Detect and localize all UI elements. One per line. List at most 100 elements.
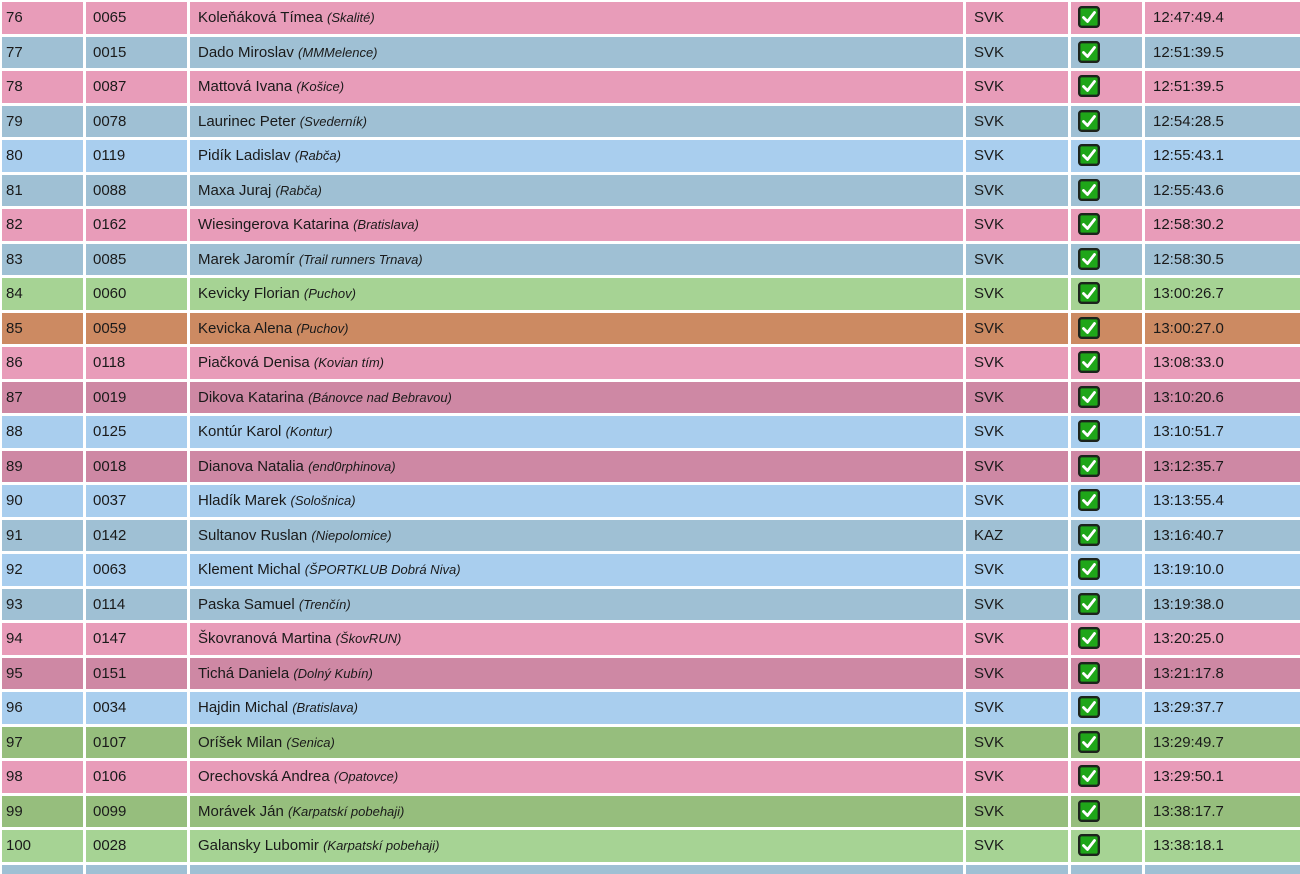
name-cell: Kontúr Karol (Kontur) [190, 416, 963, 448]
country-cell: SVK [966, 692, 1068, 724]
result-row[interactable]: 86 0118 Piačková Denisa (Kovian tím) SVK… [2, 347, 1300, 379]
club-label: (MMMelence) [298, 44, 378, 60]
checkbox-cell [1071, 450, 1142, 482]
name-cell: Maxa Juraj (Rabča) [190, 174, 963, 206]
checkbox-cell [1071, 174, 1142, 206]
club-label: (Senica) [286, 734, 335, 750]
checked-checkbox-icon[interactable] [1078, 592, 1101, 615]
position-cell: 87 [2, 381, 83, 413]
time-cell: 13:00:27.0 [1145, 312, 1300, 344]
runner-name: Hladík Marek [198, 492, 287, 510]
checked-checkbox-icon[interactable] [1078, 40, 1101, 63]
bib-cell: 0107 [86, 726, 187, 758]
time-cell: 13:13:55.4 [1145, 485, 1300, 517]
checkbox-cell [1071, 2, 1142, 34]
country-cell: SVK [966, 174, 1068, 206]
club-label: (Košice) [296, 79, 345, 95]
checkbox-cell [1071, 140, 1142, 172]
result-row[interactable]: 85 0059 Kevicka Alena (Puchov) SVK 13:00… [2, 312, 1300, 344]
checked-checkbox-icon[interactable] [1078, 696, 1101, 719]
checked-checkbox-icon[interactable] [1078, 661, 1101, 684]
result-row[interactable]: 93 0114 Paska Samuel (Trenčín) SVK 13:19… [2, 588, 1300, 620]
checked-checkbox-icon[interactable] [1078, 282, 1101, 305]
result-row[interactable]: 87 0019 Dikova Katarina (Bánovce nad Beb… [2, 381, 1300, 413]
checkbox-cell [1071, 623, 1142, 655]
name-cell: Laurinec Peter (Svederník) [190, 105, 963, 137]
checked-checkbox-icon[interactable] [1078, 109, 1101, 132]
result-row[interactable]: 92 0063 Klement Michal (ŠPORTKLUB Dobrá … [2, 554, 1300, 586]
runner-name: Piačková Denisa [198, 354, 310, 372]
checkbox-cell [1071, 36, 1142, 68]
time-cell: 12:58:30.2 [1145, 209, 1300, 241]
club-label: (Svederník) [299, 113, 367, 129]
position-cell: 95 [2, 657, 83, 689]
result-row[interactable]: 99 0099 Morávek Ján (Karpatskí pobehaji)… [2, 795, 1300, 827]
name-cell: Mattová Ivana (Košice) [190, 71, 963, 103]
result-row[interactable]: 100 0028 Galansky Lubomir (Karpatskí pob… [2, 830, 1300, 862]
checked-checkbox-icon[interactable] [1078, 489, 1101, 512]
result-row[interactable]: 84 0060 Kevicky Florian (Puchov) SVK 13:… [2, 278, 1300, 310]
checked-checkbox-icon[interactable] [1078, 351, 1101, 374]
result-row[interactable]: 88 0125 Kontúr Karol (Kontur) SVK 13:10:… [2, 416, 1300, 448]
result-row[interactable]: 81 0088 Maxa Juraj (Rabča) SVK 12:55:43.… [2, 174, 1300, 206]
checked-checkbox-icon[interactable] [1078, 6, 1101, 29]
result-row[interactable]: 94 0147 Škovranová Martina (ŠkovRUN) SVK… [2, 623, 1300, 655]
country-cell: SVK [966, 2, 1068, 34]
position-cell: 81 [2, 174, 83, 206]
checked-checkbox-icon[interactable] [1078, 420, 1101, 443]
country-cell: SVK [966, 140, 1068, 172]
bib-cell: 0078 [86, 105, 187, 137]
checked-checkbox-icon[interactable] [1078, 144, 1101, 167]
time-cell: 13:21:17.8 [1145, 657, 1300, 689]
time-cell: 13:29:50.1 [1145, 761, 1300, 793]
runner-name: Marek Jaromír [198, 250, 295, 268]
result-row[interactable]: 82 0162 Wiesingerova Katarina (Bratislav… [2, 209, 1300, 241]
result-row[interactable]: 78 0087 Mattová Ivana (Košice) SVK 12:51… [2, 71, 1300, 103]
checked-checkbox-icon[interactable] [1078, 247, 1101, 270]
club-label: (Bratislava) [292, 700, 358, 716]
time-cell: 12:51:39.5 [1145, 71, 1300, 103]
checked-checkbox-icon[interactable] [1078, 213, 1101, 236]
result-row[interactable] [2, 864, 1300, 874]
result-row[interactable]: 96 0034 Hajdin Michal (Bratislava) SVK 1… [2, 692, 1300, 724]
checked-checkbox-icon[interactable] [1078, 558, 1101, 581]
result-row[interactable]: 97 0107 Oríšek Milan (Senica) SVK 13:29:… [2, 726, 1300, 758]
result-row[interactable]: 77 0015 Dado Miroslav (MMMelence) SVK 12… [2, 36, 1300, 68]
checked-checkbox-icon[interactable] [1078, 523, 1101, 546]
checked-checkbox-icon[interactable] [1078, 454, 1101, 477]
checked-checkbox-icon[interactable] [1078, 316, 1101, 339]
checked-checkbox-icon[interactable] [1078, 765, 1101, 788]
country-cell: SVK [966, 554, 1068, 586]
checkbox-cell [1071, 554, 1142, 586]
runner-name: Oríšek Milan [198, 733, 283, 751]
runner-name: Dianova Natalia [198, 457, 304, 475]
checked-checkbox-icon[interactable] [1078, 385, 1101, 408]
result-row[interactable]: 95 0151 Tichá Daniela (Dolný Kubín) SVK … [2, 657, 1300, 689]
checked-checkbox-icon[interactable] [1078, 799, 1101, 822]
result-row[interactable]: 80 0119 Pidík Ladislav (Rabča) SVK 12:55… [2, 140, 1300, 172]
result-row[interactable]: 83 0085 Marek Jaromír (Trail runners Trn… [2, 243, 1300, 275]
country-cell: SVK [966, 209, 1068, 241]
time-cell: 13:10:51.7 [1145, 416, 1300, 448]
result-row[interactable]: 76 0065 Koleňáková Tímea (Skalité) SVK 1… [2, 2, 1300, 34]
checked-checkbox-icon[interactable] [1078, 730, 1101, 753]
time-cell [1145, 864, 1300, 874]
time-cell: 12:54:28.5 [1145, 105, 1300, 137]
checked-checkbox-icon[interactable] [1078, 627, 1101, 650]
name-cell: Oríšek Milan (Senica) [190, 726, 963, 758]
result-row[interactable]: 89 0018 Dianova Natalia (end0rphinova) S… [2, 450, 1300, 482]
runner-name: Kevicka Alena [198, 319, 293, 337]
checked-checkbox-icon[interactable] [1078, 75, 1101, 98]
bib-cell: 0063 [86, 554, 187, 586]
checked-checkbox-icon[interactable] [1078, 178, 1101, 201]
result-row[interactable]: 79 0078 Laurinec Peter (Svederník) SVK 1… [2, 105, 1300, 137]
club-label: (Puchov) [303, 286, 356, 302]
checkbox-cell [1071, 347, 1142, 379]
result-row[interactable]: 90 0037 Hladík Marek (Sološnica) SVK 13:… [2, 485, 1300, 517]
country-cell: SVK [966, 450, 1068, 482]
checkbox-cell [1071, 692, 1142, 724]
result-row[interactable]: 98 0106 Orechovská Andrea (Opatovce) SVK… [2, 761, 1300, 793]
runner-name: Tichá Daniela [198, 664, 290, 682]
checked-checkbox-icon[interactable] [1078, 834, 1101, 857]
result-row[interactable]: 91 0142 Sultanov Ruslan (Niepolomice) KA… [2, 519, 1300, 551]
